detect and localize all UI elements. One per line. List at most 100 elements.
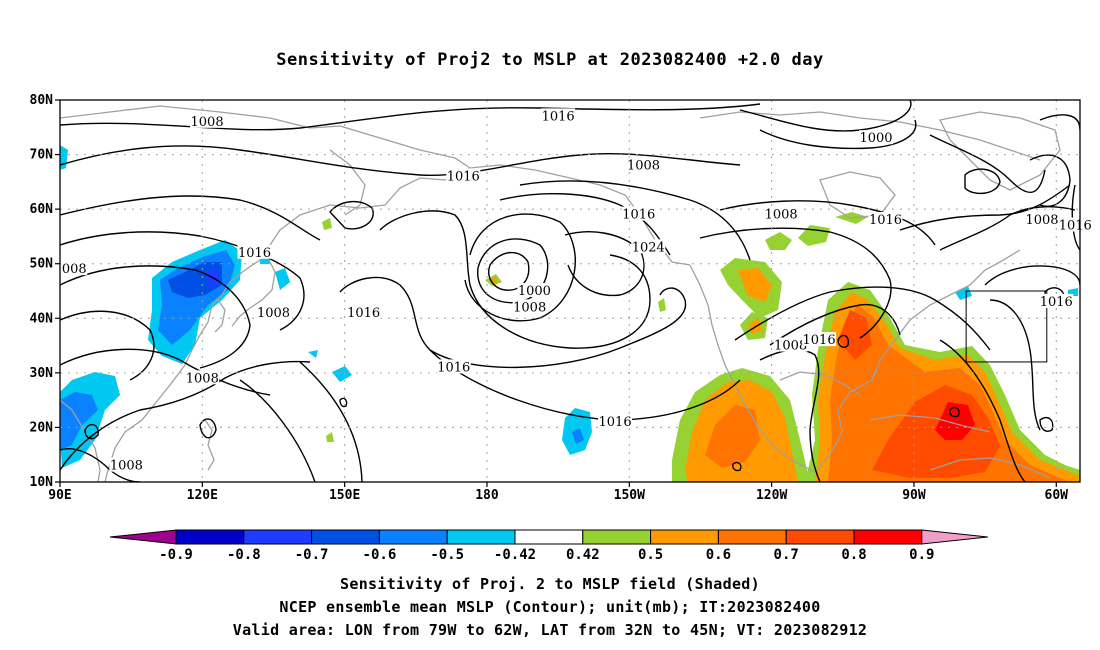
- contour-label-bg: [541, 108, 576, 123]
- contour-line: [339, 397, 348, 408]
- contour-label: 1016: [622, 208, 655, 223]
- contour-label-bg: [764, 206, 799, 221]
- shaded-field: [60, 145, 1080, 482]
- contour-label: 1008: [191, 115, 224, 130]
- lat-tick-label: 50N: [30, 257, 54, 272]
- lon-tick-label: 90E: [48, 488, 71, 503]
- positive-sensitivity-area: [765, 232, 792, 250]
- contour-label-bg: [631, 239, 666, 254]
- contour-label: 1016: [803, 333, 836, 348]
- contour-label: 1016: [869, 213, 902, 228]
- valid-area-box: [965, 290, 1048, 363]
- contour-line: [929, 134, 1046, 193]
- grid-lines: [60, 100, 1080, 482]
- contour-line: [837, 334, 850, 348]
- coastline-gulf: [779, 371, 861, 396]
- contour-label-bg: [1025, 212, 1060, 227]
- lon-tick-label: 150E: [329, 488, 360, 503]
- lat-tick-label: 70N: [30, 148, 54, 163]
- contour-line: [759, 119, 917, 150]
- lon-tick-label: 120E: [187, 488, 218, 503]
- colorbar: -0.9 -0.8 -0.7 -0.6 -0.5 -0.42 0.42 0.5 0.6 0.7 0.…: [109, 529, 988, 563]
- lon-tick-label: 90W: [902, 488, 926, 503]
- coastline-philippines: [204, 419, 215, 471]
- caption-contour-description: NCEP ensemble mean MSLP (Contour); unit(…: [279, 598, 821, 616]
- colorbar-level-label: -0.6: [363, 547, 397, 563]
- contour-label: 1016: [599, 415, 632, 430]
- contour-label: 1016: [1059, 219, 1092, 234]
- lat-tick-label: 40N: [30, 311, 54, 326]
- contour-label: 1008: [774, 339, 807, 354]
- caption-valid-area: Valid area: LON from 79W to 62W, LAT fro…: [232, 621, 868, 639]
- coastline-asia: [60, 105, 472, 482]
- colorbar-level-label: 0.5: [638, 547, 663, 563]
- contour-label: 1008: [1025, 213, 1058, 228]
- contour-line: [60, 195, 321, 241]
- contour-label-bg: [868, 212, 903, 227]
- contour-line: [499, 192, 671, 256]
- contour-label-bg: [773, 337, 808, 352]
- colorbar-level-label: 0.7: [774, 547, 799, 563]
- negative-sensitivity-area: [332, 366, 352, 382]
- positive-sensitivity-area: [935, 402, 975, 440]
- coastline-kamchatka: [329, 149, 366, 216]
- colorbar-level-label: -0.9: [159, 547, 193, 563]
- colorbar-max-arrow: [921, 529, 988, 545]
- negative-sensitivity-area: [308, 350, 318, 358]
- negative-sensitivity-area: [260, 258, 270, 264]
- contour-label-bg: [859, 130, 893, 145]
- coastline-north-america-east: [814, 249, 1021, 473]
- coastline-korea: [214, 299, 226, 333]
- colorbar-cell: [853, 529, 923, 545]
- lon-tick-label: 150W: [614, 488, 645, 503]
- contour-line: [1029, 154, 1071, 207]
- contour-label-bg: [517, 283, 552, 297]
- colorbar-cell: [243, 529, 313, 545]
- lat-tick-label: 10N: [30, 475, 54, 490]
- contour-line: [60, 310, 155, 381]
- colorbar-cell: [446, 529, 516, 545]
- coastline-indochina: [60, 399, 101, 482]
- coastline-arctic: [699, 111, 1041, 161]
- positive-sensitivity-area: [838, 310, 872, 360]
- coastline-greenland: [939, 111, 1061, 191]
- contour-line: [984, 265, 1080, 286]
- colorbar-cell: [785, 529, 855, 545]
- colorbar-cell: [378, 529, 448, 545]
- colorbar-level-label: -0.7: [295, 547, 329, 563]
- contour-line: [899, 184, 1071, 231]
- contour-line: [477, 238, 549, 304]
- negative-sensitivity-area: [275, 268, 290, 290]
- contour-line: [939, 339, 1026, 482]
- colorbar-cell: [650, 529, 719, 545]
- coastline-north-america-west: [689, 264, 816, 473]
- contour-label: 1008: [186, 371, 219, 386]
- contour-line: [732, 461, 742, 472]
- positive-sensitivity-area: [658, 298, 666, 312]
- contour-label-bg: [256, 304, 291, 319]
- colorbar-level-label: 0.42: [566, 547, 600, 563]
- contour-line: [564, 231, 645, 297]
- contour-line: [84, 423, 99, 440]
- colorbar-level-label: 0.6: [706, 547, 731, 563]
- contour-line: [769, 303, 901, 346]
- contour-label-bg: [346, 304, 381, 319]
- contour-line: [949, 406, 960, 418]
- contour-line: [199, 418, 217, 439]
- contour-line: [339, 276, 687, 369]
- contour-label: 1016: [447, 169, 480, 184]
- contour-label-bg: [61, 261, 88, 276]
- colorbar-level-label: -0.42: [494, 547, 536, 563]
- contour-line: [734, 286, 991, 351]
- contour-label-bg: [109, 457, 144, 472]
- colorbar-level-label: 0.9: [909, 547, 934, 563]
- negative-sensitivity-area: [60, 145, 68, 170]
- negative-sensitivity-area: [572, 428, 584, 444]
- contour-label-bg: [446, 168, 481, 183]
- contour-line: [379, 210, 651, 349]
- contour-line: [939, 206, 1076, 251]
- contour-line: [699, 227, 892, 339]
- contour-line: [329, 201, 374, 230]
